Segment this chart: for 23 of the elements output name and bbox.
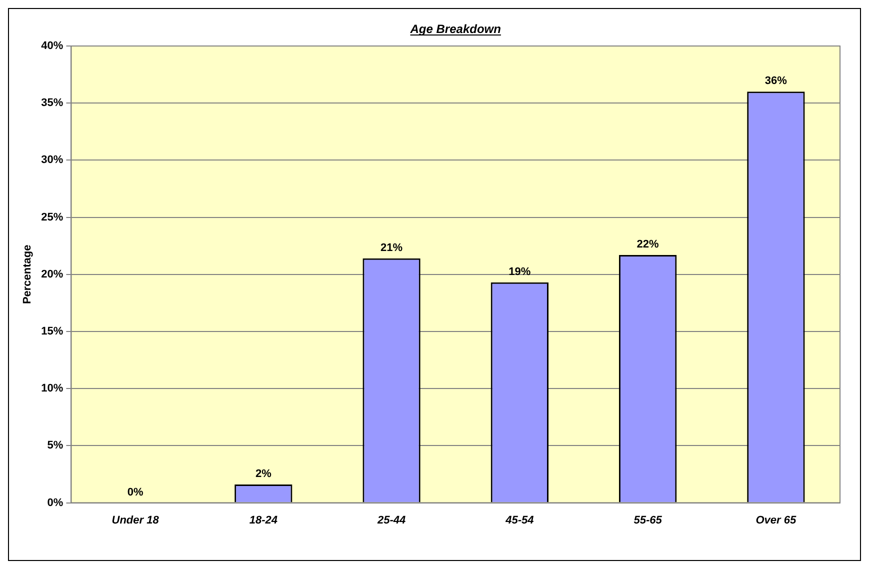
data-label: 36% — [764, 75, 788, 88]
y-tick-label: 0% — [47, 496, 64, 509]
y-tick-label: 40% — [41, 40, 64, 52]
y-tick-label: 25% — [41, 211, 64, 224]
y-axis-title: Percentage — [22, 244, 34, 304]
data-label: 21% — [380, 242, 403, 254]
x-tick-label: 55-65 — [634, 514, 663, 526]
x-tick-label: Over 65 — [756, 514, 797, 526]
x-tick-label: 25-44 — [376, 514, 406, 526]
data-label: 2% — [255, 468, 272, 480]
chart-title: Age Breakdown — [409, 22, 501, 36]
y-tick-label: 5% — [47, 440, 64, 452]
data-label: 19% — [508, 266, 531, 278]
y-tick-label: 20% — [41, 268, 64, 280]
y-tick-label: 30% — [41, 154, 64, 166]
x-tick-label: 18-24 — [249, 514, 278, 526]
x-tick-label: Under 18 — [112, 514, 160, 526]
y-tick-label: 15% — [41, 326, 64, 338]
y-tick-label: 10% — [41, 382, 64, 395]
y-tick-label: 35% — [41, 97, 64, 110]
x-tick-label: 45-54 — [504, 514, 534, 526]
data-label: 0% — [127, 486, 144, 498]
data-label: 22% — [636, 238, 660, 251]
